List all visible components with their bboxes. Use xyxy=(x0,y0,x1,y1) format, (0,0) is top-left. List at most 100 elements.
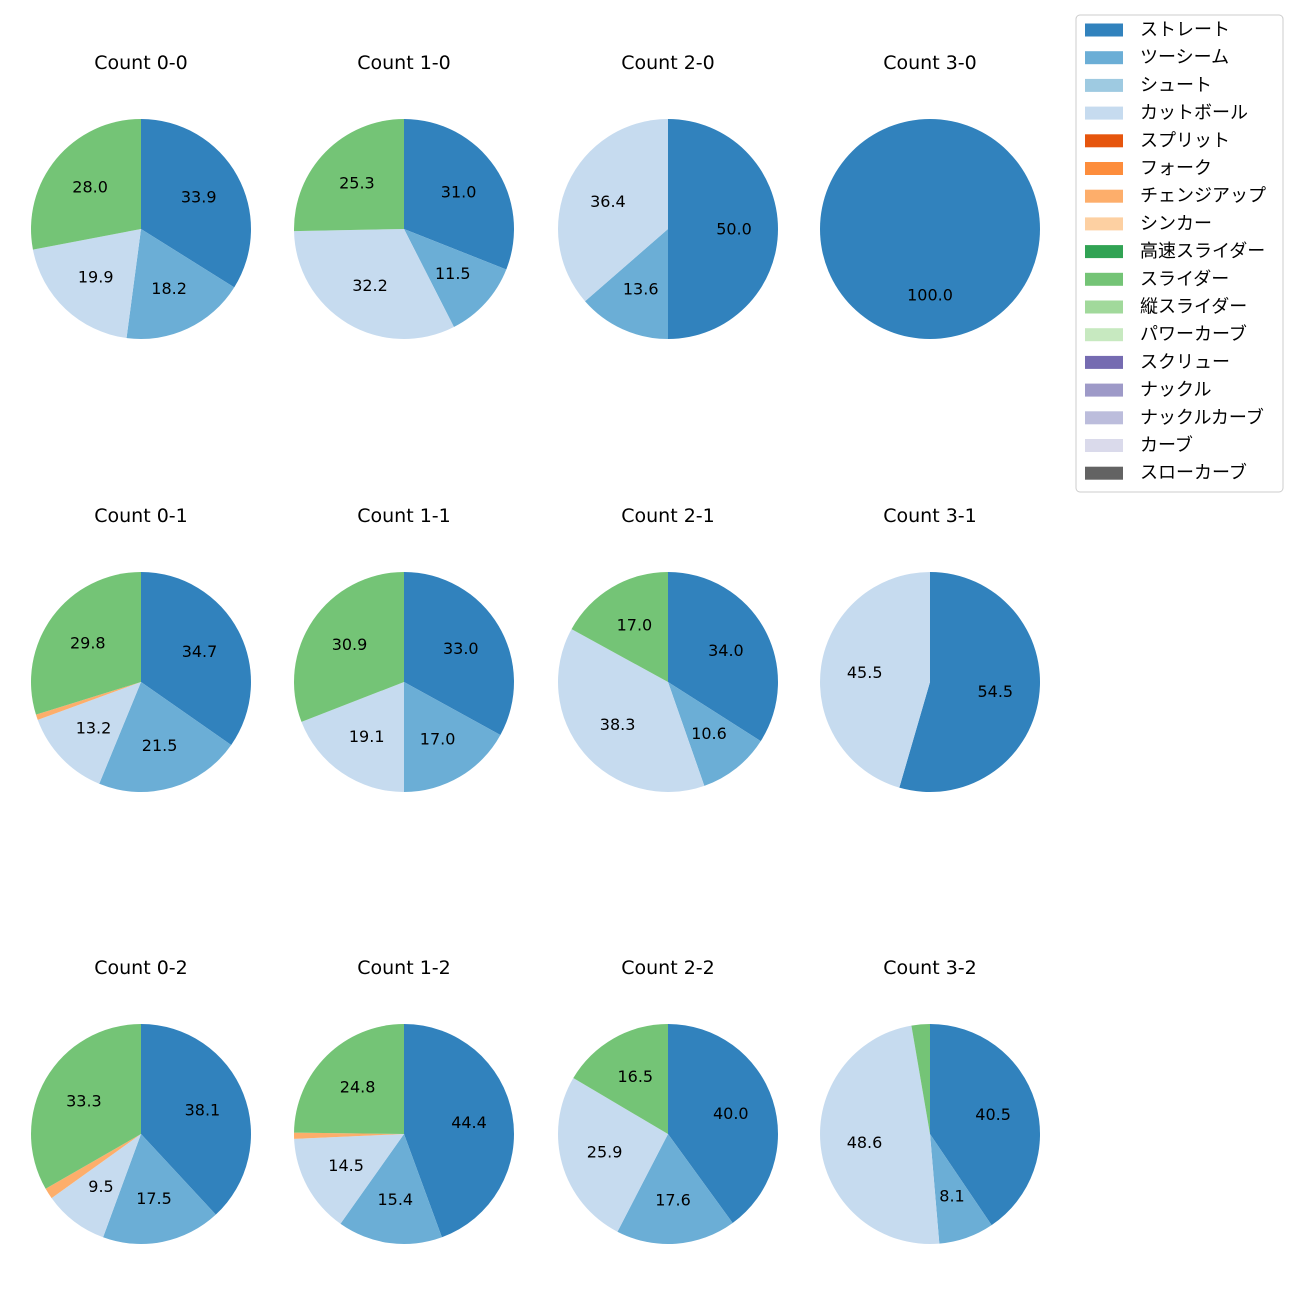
pie-chart: Count 1-1 33.0 17.0 19.1 30.9 xyxy=(293,505,514,792)
legend-swatch xyxy=(1085,134,1123,148)
pie-slice xyxy=(558,118,668,302)
slice-percent-label: 14.5 xyxy=(328,1156,364,1175)
slice-percent-label: 17.0 xyxy=(617,616,653,635)
pie-slice xyxy=(99,682,232,793)
legend: ストレートツーシームシュートカットボールスプリットフォークチェンジアップシンカー… xyxy=(1075,14,1284,493)
legend-label: スクリュー xyxy=(1140,352,1230,373)
pie-slice xyxy=(668,119,778,339)
slice-percent-label: 13.2 xyxy=(76,718,112,737)
slice-percent-label: 8.1 xyxy=(939,1187,964,1206)
legend-label: カットボール xyxy=(1140,103,1248,124)
pie-slice xyxy=(573,1024,668,1134)
slice-percent-label: 40.0 xyxy=(713,1104,749,1123)
legend-label: カーブ xyxy=(1140,434,1193,456)
pie-slice xyxy=(911,1024,930,1134)
pie-slice xyxy=(141,572,251,745)
pie-slice xyxy=(45,1134,142,1199)
slice-percent-label: 9.5 xyxy=(88,1177,113,1196)
slice-percent-label: 16.5 xyxy=(617,1067,653,1086)
legend-swatch xyxy=(1085,23,1123,37)
pie-chart: Count 0-2 38.1 17.5 9.5 33.3 xyxy=(30,957,251,1244)
legend-swatch xyxy=(1085,272,1123,286)
pie-slice xyxy=(558,1078,668,1232)
slice-percent-label: 13.6 xyxy=(623,280,659,299)
pie-slice xyxy=(294,1134,404,1224)
pie-slice xyxy=(294,119,404,232)
legend-swatch xyxy=(1085,78,1123,92)
pie-chart: Count 2-1 34.0 10.6 38.3 17.0 xyxy=(558,505,779,792)
pie-slice xyxy=(30,1024,141,1189)
pie-slice xyxy=(141,119,251,288)
pie-slice xyxy=(293,572,404,722)
slice-percent-label: 17.5 xyxy=(136,1189,172,1208)
pie-slice xyxy=(668,572,779,742)
pie-slice xyxy=(37,682,141,784)
slice-percent-label: 30.9 xyxy=(332,635,368,654)
legend-frame xyxy=(1075,14,1284,493)
slice-percent-label: 33.9 xyxy=(181,188,217,207)
slice-percent-label: 44.4 xyxy=(451,1113,487,1132)
slice-percent-label: 29.8 xyxy=(70,633,106,652)
pie-title: Count 2-1 xyxy=(621,505,715,527)
pie-title: Count 3-0 xyxy=(883,52,977,74)
legend-swatch xyxy=(1085,217,1123,231)
pie-title: Count 3-1 xyxy=(883,505,977,527)
pie-slice xyxy=(668,682,761,786)
pie-chart: Count 0-0 33.9 18.2 19.9 28.0 xyxy=(31,52,251,339)
pie-chart: Count 0-1 34.7 21.5 13.2 29.8 xyxy=(30,505,251,793)
legend-swatch xyxy=(1085,300,1123,314)
pie-slice xyxy=(404,229,507,328)
pie-slice xyxy=(294,229,454,339)
pie-slice xyxy=(899,571,1041,792)
slice-percent-label: 19.9 xyxy=(78,268,114,287)
slice-percent-label: 18.2 xyxy=(151,279,187,298)
legend-label: フォーク xyxy=(1140,158,1212,179)
slice-percent-label: 34.7 xyxy=(182,642,218,661)
pie-slice xyxy=(930,1134,992,1244)
legend-label: スプリット xyxy=(1140,130,1230,151)
legend-swatch xyxy=(1085,328,1123,342)
pie-slice xyxy=(617,1134,733,1245)
slice-percent-label: 25.9 xyxy=(587,1143,623,1162)
pie-slice xyxy=(571,572,668,682)
pie-chart: Count 2-0 50.0 13.6 36.4 xyxy=(558,52,778,339)
slice-percent-label: 45.5 xyxy=(847,663,883,682)
legend-label: ストレート xyxy=(1140,20,1230,41)
pie-title: Count 0-2 xyxy=(94,957,188,979)
pie-slice xyxy=(585,229,668,339)
pie-title: Count 3-2 xyxy=(883,957,977,979)
pie-title: Count 1-2 xyxy=(357,957,451,979)
slice-percent-label: 21.5 xyxy=(142,736,178,755)
pie-slice xyxy=(31,119,141,250)
slice-percent-label: 54.5 xyxy=(977,682,1013,701)
legend-label: ナックル xyxy=(1140,380,1211,401)
pie-slice xyxy=(668,1024,779,1223)
pie-slice xyxy=(404,118,515,270)
slice-percent-label: 33.3 xyxy=(66,1091,102,1110)
slice-percent-label: 32.2 xyxy=(352,276,388,295)
pie-slice xyxy=(820,119,1040,339)
pie-chart: Count 1-0 31.0 11.5 32.2 25.3 xyxy=(294,52,515,339)
pie-chart: Count 2-2 40.0 17.6 25.9 16.5 xyxy=(558,957,779,1245)
legend-swatch xyxy=(1085,355,1123,369)
slice-percent-label: 28.0 xyxy=(72,177,108,196)
slice-percent-label: 100.0 xyxy=(907,286,953,305)
slice-percent-label: 17.0 xyxy=(420,729,456,748)
pie-slice xyxy=(51,1134,141,1238)
slice-percent-label: 50.0 xyxy=(716,220,752,239)
slice-percent-label: 10.6 xyxy=(691,724,727,743)
pie-chart: Count 3-1 54.5 45.5 xyxy=(820,505,1041,792)
pie-slice xyxy=(141,1024,251,1215)
pie-slice xyxy=(404,572,514,735)
legend-label: ツーシーム xyxy=(1140,47,1229,68)
pie-slice xyxy=(294,1132,404,1139)
slice-percent-label: 34.0 xyxy=(708,641,744,660)
pie-slice xyxy=(301,682,404,792)
legend-swatch xyxy=(1085,162,1123,175)
slice-percent-label: 38.1 xyxy=(185,1100,221,1119)
pie-chart: Count 3-2 40.5 8.1 48.6 xyxy=(820,957,1041,1244)
legend-swatch xyxy=(1085,245,1123,259)
legend-label: スローカーブ xyxy=(1140,462,1247,484)
legend-label: 高速スライダー xyxy=(1140,241,1265,262)
